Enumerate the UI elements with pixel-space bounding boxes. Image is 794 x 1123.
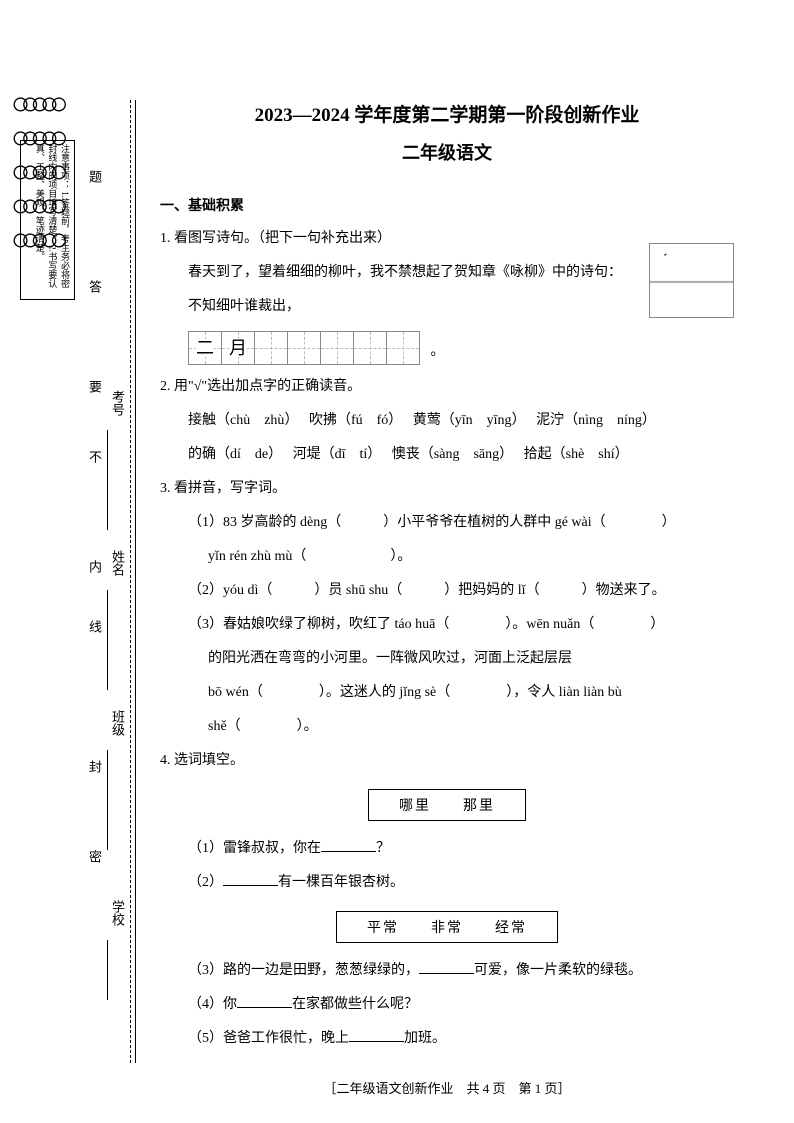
- q4-sub2: （2）有一棵百年银杏树。: [160, 869, 734, 897]
- q2-number: 2. 用"√"选出加点字的正确读音。: [160, 373, 734, 401]
- main-content: 2023—2024 学年度第二学期第一阶段创新作业 二年级语文 一、基础积累 1…: [130, 0, 794, 1123]
- solid-line: [135, 100, 136, 1063]
- grid-box-4[interactable]: [287, 331, 321, 365]
- q3-sub3-cont3: shě（ ）。: [160, 713, 734, 741]
- sidebar: ○○○○○○○○○○○○○○○○○○○○○○○○○ 注意事项： 1.答题前，考生…: [0, 0, 130, 1123]
- section-1-header: 一、基础积累: [160, 195, 734, 215]
- blank-2[interactable]: [223, 870, 278, 886]
- q3-sub3-cont1: 的阳光洒在弯弯的小河里。一阵微风吹过，河面上泛起层层: [160, 645, 734, 673]
- field-label-class: 班级: [108, 710, 127, 736]
- q1-line1: 不知细叶谁裁出，: [160, 293, 734, 321]
- seal-char-3: 要: [85, 380, 104, 393]
- willow-image: [649, 243, 734, 318]
- q1-number: 1. 看图写诗句。（把下一句补充出来）: [160, 225, 734, 253]
- q4-box1-wrap: 哪里 那里: [160, 781, 734, 829]
- field-label-exam-id: 考号: [108, 390, 127, 416]
- q3-sub3-cont2: bō wén（ ）。这迷人的 jǐng sè（ ），令人 liàn liàn b…: [160, 679, 734, 707]
- field-line-1: [107, 430, 108, 530]
- blank-3[interactable]: [419, 958, 474, 974]
- q3-sub3: （3）春姑娘吹绿了柳树，吹红了 táo huā（ ）。wēn nuǎn（ ）: [160, 611, 734, 639]
- field-label-school: 学校: [108, 900, 127, 926]
- seal-char-7: 封: [85, 760, 104, 773]
- q4-number: 4. 选词填空。: [160, 747, 734, 775]
- doc-title: 2023—2024 学年度第二学期第一阶段创新作业: [160, 100, 734, 127]
- q4-word-box-2: 平常 非常 经常: [336, 911, 558, 943]
- q4-word-box-1: 哪里 那里: [368, 789, 526, 821]
- q1-intro: 春天到了，望着细细的柳叶，我不禁想起了贺知章《咏柳》中的诗句：: [160, 259, 734, 287]
- grid-row: 二 月 。: [160, 327, 734, 373]
- q2-row2: 的确（dí de） 河堤（dī tí） 懊丧（sàng sāng） 拾起（shè…: [160, 441, 734, 469]
- seal-char-1: 题: [85, 170, 104, 183]
- blank-1[interactable]: [321, 836, 376, 852]
- seal-char-5: 内: [85, 560, 104, 573]
- q4-sub3: （3）路的一边是田野，葱葱绿绿的，可爱，像一片柔软的绿毯。: [160, 957, 734, 985]
- seal-char-6: 线: [85, 620, 104, 633]
- blank-4[interactable]: [237, 992, 292, 1008]
- q1-period: 。: [431, 340, 445, 360]
- q3-sub1: （1）83 岁高龄的 dèng（ ）小平爷爷在植树的人群中 gé wài（ ）: [160, 509, 734, 537]
- grid-box-5[interactable]: [320, 331, 354, 365]
- q2-row1: 接触（chù zhù） 吹拂（fú fó） 黄莺（yīn yīng） 泥泞（nì…: [160, 407, 734, 435]
- doc-subtitle: 二年级语文: [160, 139, 734, 165]
- grid-box-7[interactable]: [386, 331, 420, 365]
- field-label-name: 姓名: [108, 550, 127, 576]
- seal-char-2: 答: [85, 280, 104, 293]
- dashed-line: [130, 100, 131, 1063]
- page-footer: ［二年级语文创新作业 共 4 页 第 1 页］: [160, 1078, 734, 1097]
- q4-sub5: （5）爸爸工作很忙，晚上加班。: [160, 1025, 734, 1053]
- grid-box-6[interactable]: [353, 331, 387, 365]
- notice-box: 注意事项： 1.答题前，考生务必将密封线内的项目填写清楚。 2.书写要认真、工整…: [20, 140, 75, 300]
- blank-5[interactable]: [349, 1026, 404, 1042]
- seal-char-8: 密: [85, 850, 104, 863]
- q3-sub1-cont: yǐn rén zhù mù（ ）。: [160, 543, 734, 571]
- q4-sub1: （1）雷锋叔叔，你在？: [160, 835, 734, 863]
- grid-box-3[interactable]: [254, 331, 288, 365]
- q4-sub4: （4）你在家都做些什么呢？: [160, 991, 734, 1019]
- q4-box2-wrap: 平常 非常 经常: [160, 903, 734, 951]
- grid-box-2[interactable]: 月: [221, 331, 255, 365]
- page-container: ○○○○○○○○○○○○○○○○○○○○○○○○○ 注意事项： 1.答题前，考生…: [0, 0, 794, 1123]
- field-line-3: [107, 750, 108, 850]
- seal-char-4: 不: [85, 450, 104, 463]
- field-line-2: [107, 590, 108, 690]
- q3-sub2: （2）yóu dì（ ）员 shū shu（ ）把妈妈的 lǐ（ ）物送来了。: [160, 577, 734, 605]
- notice-title: 注意事项：: [60, 144, 70, 189]
- field-line-4: [107, 940, 108, 1000]
- q3-number: 3. 看拼音，写字词。: [160, 475, 734, 503]
- grid-box-1[interactable]: 二: [188, 331, 222, 365]
